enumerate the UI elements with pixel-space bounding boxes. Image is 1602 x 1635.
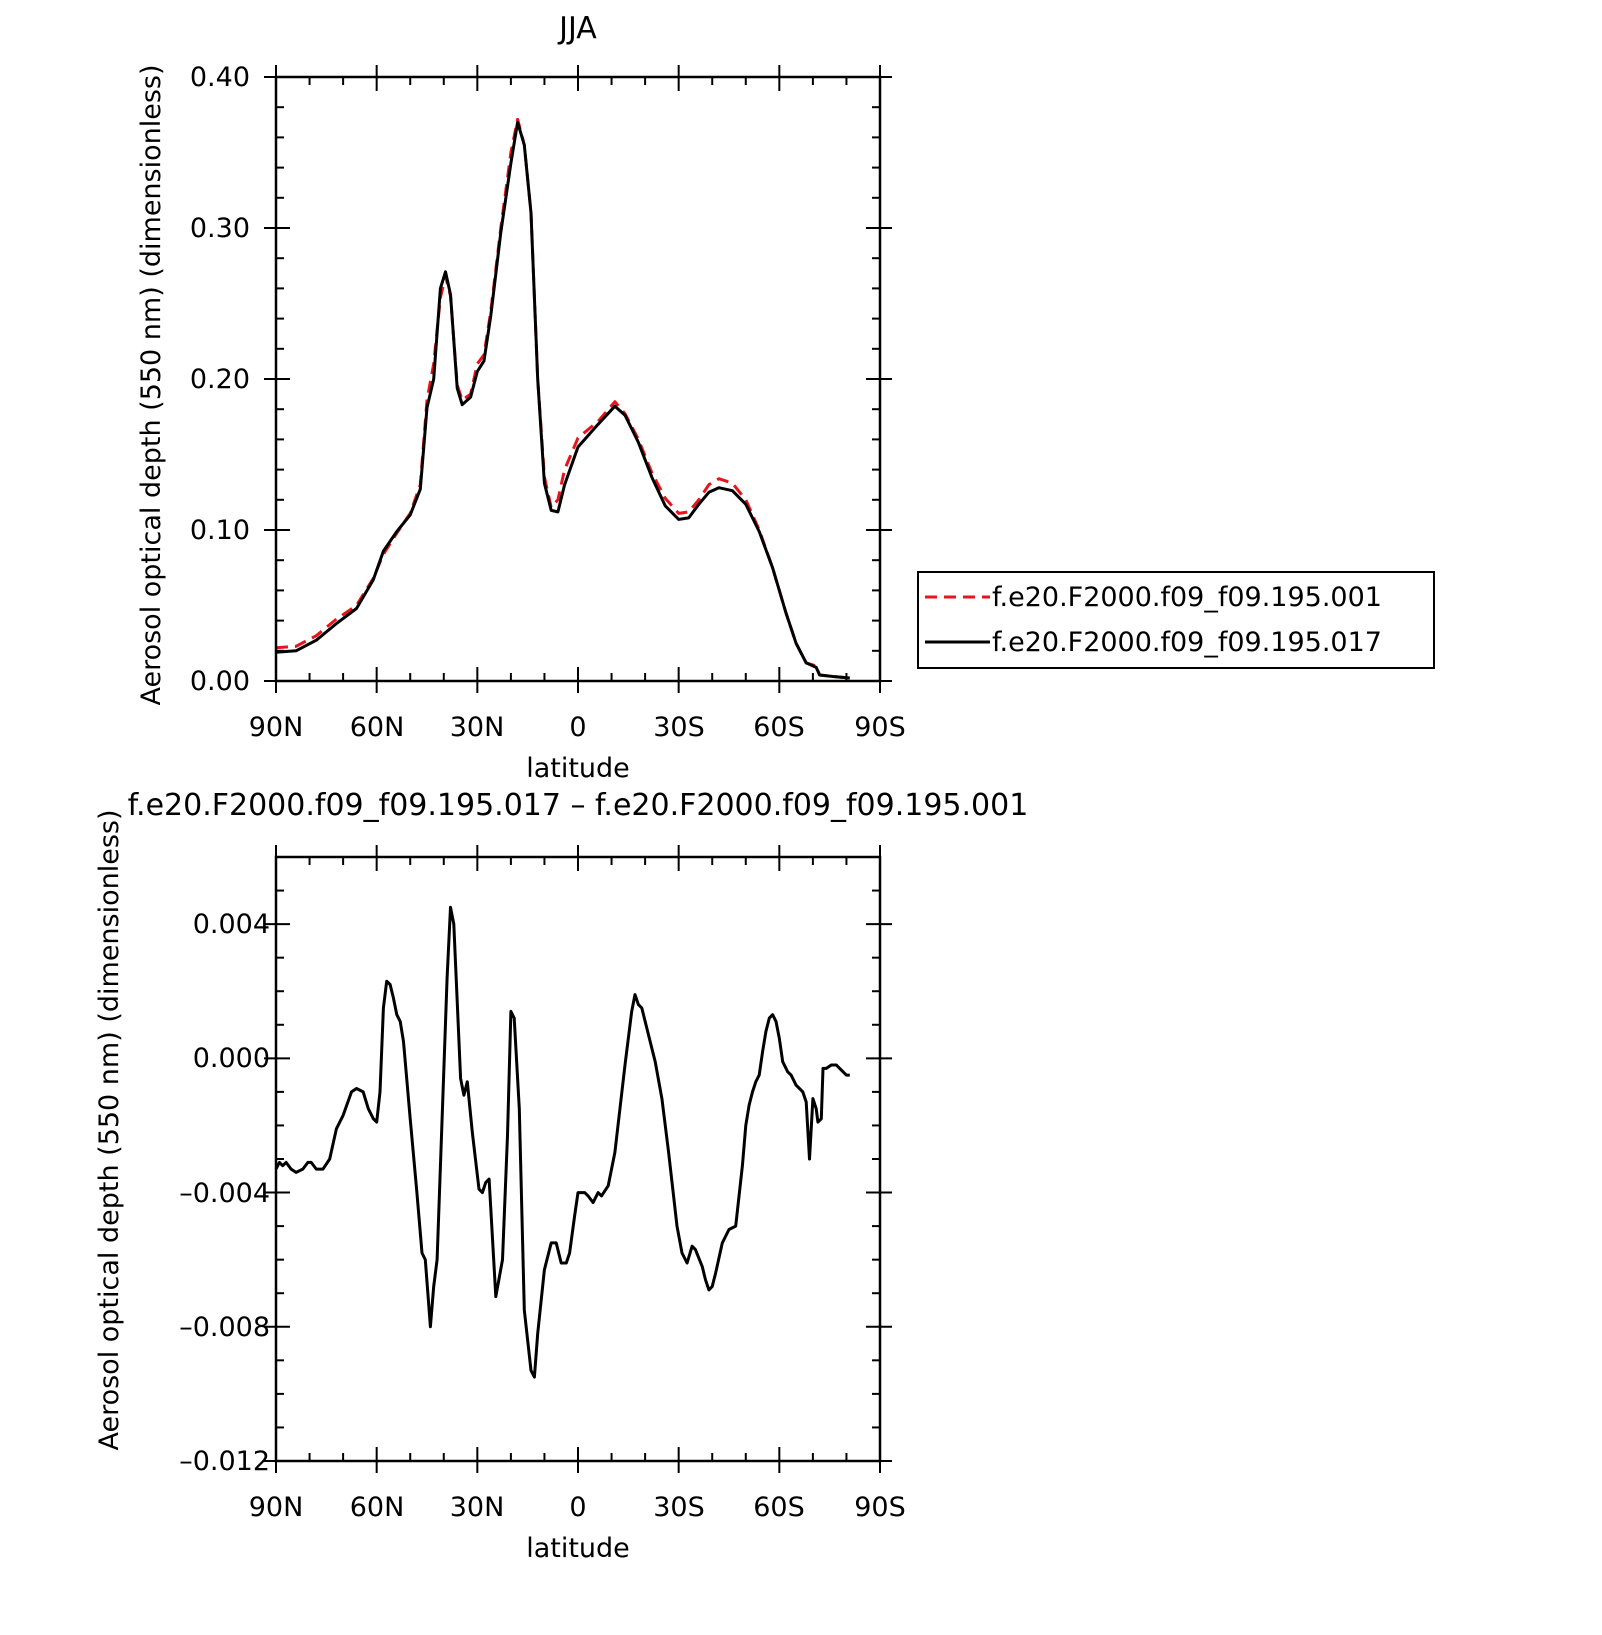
top-y-tick-label: 0.40 — [190, 62, 250, 93]
bottom-y-tick-label: –0.012 — [179, 1446, 270, 1477]
top-plot-area — [275, 117, 850, 680]
legend: f.e20.F2000.f09_f09.195.001 f.e20.F2000.… — [917, 571, 1435, 669]
bottom-y-tick-label: –0.008 — [179, 1312, 270, 1343]
bottom-x-tick-label: 30S — [653, 1492, 705, 1523]
legend-label-series-001: f.e20.F2000.f09_f09.195.001 — [992, 582, 1382, 613]
top-x-tick-label: 90S — [854, 712, 906, 743]
bottom-y-axis-label: Aerosol optical depth (550 nm) (dimensio… — [94, 809, 125, 1450]
top-x-tick-label: 0 — [569, 712, 586, 743]
top-x-tick-label: 30N — [450, 712, 505, 743]
top-panel: JJA 0.00 0.10 0.20 0.30 0.40 90N 60N 30N… — [136, 11, 1435, 784]
difference-series-line — [274, 905, 850, 1379]
top-y-tick-labels: 0.00 0.10 0.20 0.30 0.40 — [190, 62, 250, 697]
top-x-axis-label: latitude — [526, 753, 630, 784]
bottom-x-tick-label: 90S — [854, 1492, 906, 1523]
top-y-tick-label: 0.30 — [190, 213, 250, 244]
bottom-x-tick-label: 30N — [450, 1492, 505, 1523]
bottom-panel-title: f.e20.F2000.f09_f09.195.017 – f.e20.F200… — [128, 788, 1029, 823]
bottom-axis-ticks — [264, 845, 892, 1473]
bottom-panel: f.e20.F2000.f09_f09.195.017 – f.e20.F200… — [94, 788, 1028, 1564]
top-y-tick-label: 0.00 — [190, 666, 250, 697]
top-x-tick-label: 60N — [350, 712, 405, 743]
bottom-y-tick-label: 0.004 — [193, 909, 270, 940]
bottom-x-tick-label: 60S — [753, 1492, 805, 1523]
bottom-x-tick-label: 60N — [350, 1492, 405, 1523]
bottom-x-axis-label: latitude — [526, 1533, 630, 1564]
top-y-axis-label: Aerosol optical depth (550 nm) (dimensio… — [136, 64, 167, 705]
bottom-y-tick-label: –0.004 — [179, 1178, 270, 1209]
top-y-tick-label: 0.20 — [190, 364, 250, 395]
bottom-y-tick-label: 0.000 — [193, 1043, 270, 1074]
legend-box — [917, 571, 1435, 669]
bottom-x-tick-label: 90N — [249, 1492, 304, 1523]
top-axis-ticks — [264, 65, 892, 693]
top-panel-title: JJA — [557, 11, 597, 46]
legend-label-series-017: f.e20.F2000.f09_f09.195.017 — [992, 627, 1382, 658]
bottom-axes-frame — [274, 855, 882, 1463]
series-line-017 — [275, 120, 850, 680]
bottom-x-tick-labels: 90N 60N 30N 0 30S 60S 90S — [249, 1492, 906, 1523]
top-x-tick-labels: 90N 60N 30N 0 30S 60S 90S — [249, 712, 906, 743]
bottom-y-tick-labels: –0.012 –0.008 –0.004 0.000 0.004 — [179, 909, 270, 1477]
top-x-tick-label: 60S — [753, 712, 805, 743]
top-y-tick-label: 0.10 — [190, 515, 250, 546]
top-x-tick-label: 30S — [653, 712, 705, 743]
series-line-001 — [275, 117, 850, 680]
bottom-plot-area — [274, 905, 850, 1379]
bottom-x-tick-label: 0 — [569, 1492, 586, 1523]
top-x-tick-label: 90N — [249, 712, 304, 743]
